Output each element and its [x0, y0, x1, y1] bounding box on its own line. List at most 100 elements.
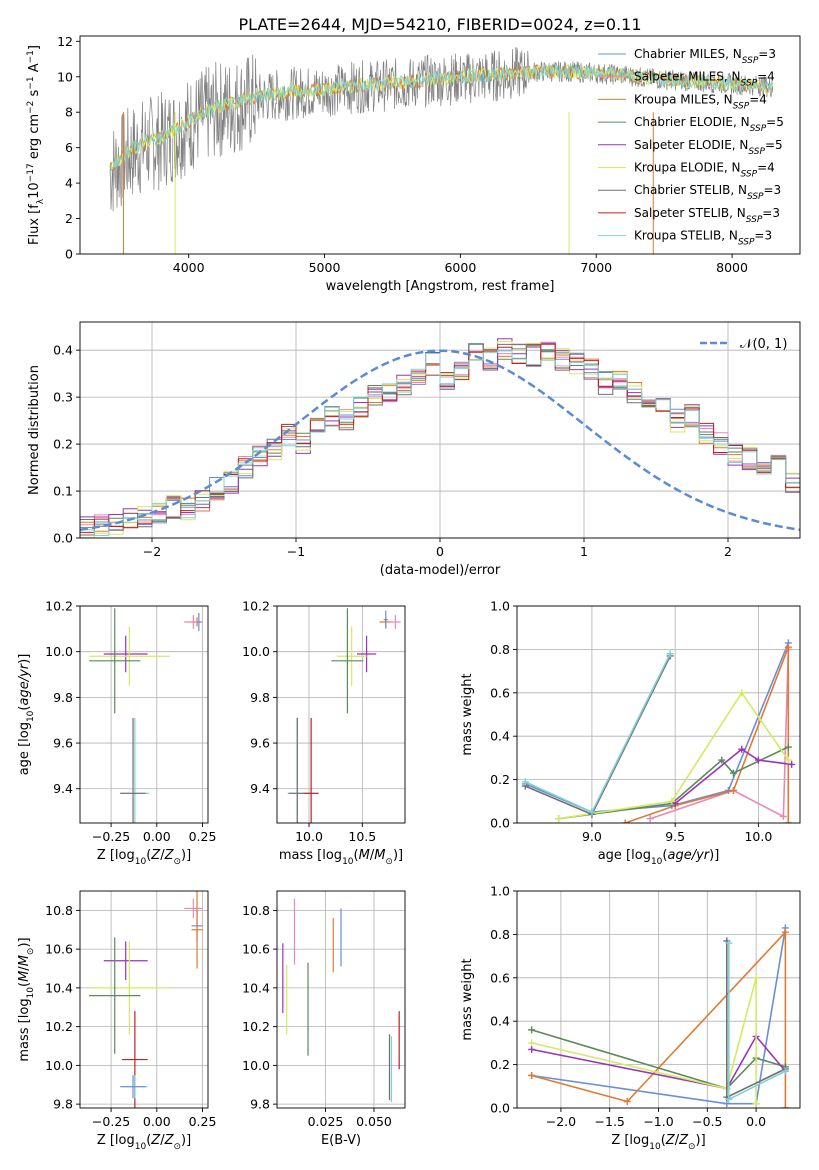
x-tick-label: −1.0 — [643, 1114, 673, 1129]
weight-line — [524, 642, 790, 813]
x-tick-label: 0.00 — [143, 829, 171, 844]
histogram-step — [80, 338, 800, 538]
legend-label: Salpeter STELIB, NSSP=3 — [634, 206, 780, 225]
y-tick-label: 10.4 — [242, 980, 270, 995]
weight-marker — [528, 1039, 536, 1047]
x-tick-label: 0.0 — [746, 1114, 766, 1129]
weight-marker — [723, 1100, 731, 1108]
weight-marker — [784, 743, 792, 751]
axes-frame — [516, 605, 801, 824]
y-tick-label: 9.4 — [53, 781, 73, 796]
x-tick-label: 0.00 — [143, 1114, 171, 1129]
weight-line — [531, 1029, 786, 1090]
weight-marker — [781, 928, 789, 936]
weight-marker — [729, 786, 737, 794]
axes-frame — [276, 890, 406, 1109]
plot-area — [287, 608, 401, 823]
y-tick-label: 10.2 — [242, 599, 270, 614]
panel-weight_vs_age: 9.0 9.5 10.0 0.0 0.2 0.4 0.6 0.8 1.0 age [log10(a… — [460, 599, 801, 867]
y-tick-label: 0.4 — [490, 1014, 510, 1029]
legend-label: Chabrier MILES, NSSP=3 — [634, 47, 776, 66]
x-axis-label: Z [log10(Z/Z⊙)] — [611, 1133, 705, 1152]
x-tick-label: 0.25 — [189, 829, 217, 844]
x-axis-label: Z [log10(Z/Z⊙)] — [97, 1133, 191, 1152]
spectrum-model-line — [109, 63, 774, 175]
y-tick-label: 0.4 — [490, 729, 510, 744]
axes-frame — [79, 605, 209, 824]
plot-area — [89, 608, 203, 823]
y-tick-label: 0.4 — [53, 343, 73, 358]
normal-curve — [80, 349, 800, 532]
y-tick-label: 0.6 — [490, 685, 510, 700]
x-tick-label: −0.5 — [692, 1114, 722, 1129]
x-tick-label: 0.025 — [308, 1114, 344, 1129]
y-tick-label: 10.0 — [242, 644, 270, 659]
x-tick-label: 0 — [436, 544, 444, 559]
spectrum-data-line — [109, 47, 774, 212]
residuals-legend: 𝒩(0, 1) — [700, 337, 787, 352]
weight-marker — [754, 756, 762, 764]
x-tick-label: 8000 — [716, 260, 748, 275]
x-tick-label: 7000 — [580, 260, 612, 275]
y-axis-label: Normed distribution — [27, 365, 42, 495]
x-axis-label: E(B-V) — [321, 1133, 361, 1148]
y-tick-label: 4 — [65, 176, 73, 191]
legend-label: Salpeter MILES, NSSP=4 — [634, 70, 775, 89]
weight-marker — [588, 808, 596, 816]
legend-label: Chabrier STELIB, NSSP=3 — [634, 183, 781, 202]
x-tick-label: −0.25 — [92, 1114, 130, 1129]
weight-marker — [646, 815, 654, 823]
y-tick-label: 10.8 — [242, 903, 270, 918]
x-axis-label: mass [log10(M/M⊙)] — [279, 848, 403, 867]
weight-line — [531, 1035, 787, 1090]
plot-area — [282, 898, 400, 1103]
y-axis-label: age [log10(age/yr)] — [17, 654, 36, 776]
weight-marker — [752, 1100, 760, 1108]
axes-frame — [79, 35, 801, 255]
legend-label: Kroupa MILES, NSSP=4 — [634, 92, 767, 111]
weight-marker — [623, 1097, 631, 1105]
y-tick-label: 10.2 — [242, 1019, 270, 1034]
y-tick-label: 10 — [57, 69, 73, 84]
x-tick-label: 1 — [580, 544, 588, 559]
x-tick-label: 5000 — [309, 260, 341, 275]
y-tick-label: 9.8 — [250, 1097, 270, 1112]
x-tick-label: −0.25 — [92, 829, 130, 844]
legend-label: Kroupa STELIB, NSSP=3 — [634, 229, 772, 248]
weight-marker — [528, 1071, 536, 1079]
figure-title: PLATE=2644, MJD=54210, FIBERID=0024, z=0… — [238, 15, 641, 34]
x-tick-label: 10.5 — [348, 829, 376, 844]
histogram-step — [80, 341, 800, 538]
y-tick-label: 0.0 — [490, 816, 510, 831]
y-tick-label: 0.3 — [53, 390, 73, 405]
y-tick-label: 0.1 — [53, 484, 73, 499]
y-tick-label: 0.2 — [53, 437, 73, 452]
legend-label: Kroupa ELODIE, NSSP=4 — [634, 161, 775, 180]
weight-marker — [528, 1026, 536, 1034]
x-axis-label: age [log10(age/yr)] — [598, 848, 720, 867]
x-axis-label: Z [log10(Z/Z⊙)] — [97, 848, 191, 867]
x-tick-label: −2.0 — [546, 1114, 576, 1129]
y-tick-label: 10.2 — [45, 1019, 73, 1034]
weight-line — [624, 646, 790, 823]
plot-area — [109, 47, 774, 254]
x-axis-label: (data-model)/error — [380, 563, 501, 578]
weight-marker — [528, 1045, 536, 1053]
weight-line — [531, 927, 787, 1105]
weight-marker — [725, 1095, 733, 1103]
weight-marker — [725, 939, 733, 947]
axes-frame — [276, 605, 406, 824]
legend-label: 𝒩(0, 1) — [740, 337, 787, 352]
panel-residuals: 𝒩(0, 1) −2 −1 0 1 2 0.0 0.1 0.2 0.3 0.4 (data-model… — [27, 321, 801, 578]
x-tick-label: −1.5 — [595, 1114, 625, 1129]
x-axis-label: wavelength [Angstrom, rest frame] — [326, 279, 555, 294]
y-tick-label: 0.2 — [490, 772, 510, 787]
panel-spectrum: Chabrier MILES, NSSP=3 Salpeter MILES, NS… — [26, 34, 801, 294]
spectrum-legend: Chabrier MILES, NSSP=3 Salpeter MILES, NS… — [598, 47, 784, 248]
plot-area — [521, 639, 796, 823]
panel-age_vs_mass: 10.0 10.5 9.4 9.6 9.8 10.0 10.2 mass [log10(M/M… — [242, 599, 406, 867]
x-tick-label: 10.0 — [744, 829, 772, 844]
y-tick-label: 10.6 — [242, 942, 270, 957]
weight-marker — [738, 689, 746, 697]
